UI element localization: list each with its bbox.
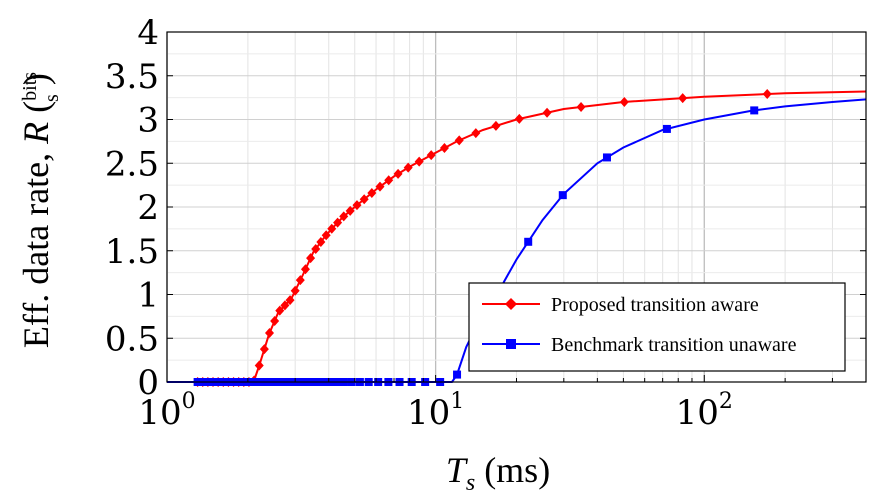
x-tick-label: 102 xyxy=(676,389,733,433)
data-point xyxy=(275,305,285,316)
data-point xyxy=(327,223,337,234)
x-tick-label: 101 xyxy=(407,389,464,433)
x-axis-title: Ts (ms) xyxy=(446,450,550,496)
data-point xyxy=(558,191,567,200)
data-point xyxy=(384,175,394,186)
series-proposed xyxy=(167,89,867,387)
data-point xyxy=(576,101,586,112)
y-tick-label: 0.5 xyxy=(105,319,159,359)
data-point xyxy=(300,264,310,275)
data-point xyxy=(678,93,688,104)
data-point xyxy=(491,120,501,131)
data-point xyxy=(333,217,343,228)
y-tick-label: 0 xyxy=(137,363,159,403)
data-point xyxy=(542,107,552,118)
data-point xyxy=(662,124,671,133)
data-point xyxy=(259,344,269,355)
data-point xyxy=(471,128,481,139)
legend-label-benchmark: Benchmark transition unaware xyxy=(551,334,797,356)
data-point xyxy=(359,194,369,205)
data-point xyxy=(393,168,403,179)
svg-text:Ts (ms): Ts (ms) xyxy=(446,450,550,496)
svg-text:Eff. data rate, R (bitss ): Eff. data rate, R (bitss ) xyxy=(16,72,63,348)
data-point xyxy=(762,89,772,100)
data-point xyxy=(619,96,629,107)
data-point xyxy=(265,328,275,339)
data-point xyxy=(316,236,326,247)
data-point xyxy=(311,243,321,254)
legend-diamond-marker xyxy=(505,298,517,310)
data-point xyxy=(375,181,385,192)
y-tick-label: 3 xyxy=(137,101,159,141)
y-tick-label: 1.5 xyxy=(105,232,159,272)
data-point xyxy=(524,237,533,246)
data-point xyxy=(290,285,300,296)
legend-label-proposed: Proposed transition aware xyxy=(551,294,759,316)
y-tick-label: 2 xyxy=(137,188,159,228)
data-point xyxy=(367,187,377,198)
x-tick-label: 100 xyxy=(138,389,195,433)
data-point xyxy=(321,230,331,241)
legend-item-benchmark: Benchmark transition unaware xyxy=(482,334,797,356)
data-point xyxy=(285,295,295,306)
data-point xyxy=(295,275,305,286)
y-tick-label: 3.5 xyxy=(105,57,159,97)
legend-square-marker xyxy=(506,339,516,349)
data-point xyxy=(454,135,464,146)
data-point xyxy=(453,370,462,379)
data-point xyxy=(403,162,413,173)
data-point xyxy=(339,211,349,222)
data-point xyxy=(270,315,280,326)
data-point xyxy=(426,150,436,161)
legend: Proposed transition aware Benchmark tran… xyxy=(468,282,846,372)
legend-item-proposed: Proposed transition aware xyxy=(482,294,759,316)
legend-box xyxy=(468,282,846,372)
data-point xyxy=(352,200,362,211)
data-point xyxy=(439,143,449,154)
ticks: 00.511.522.533.54 100 101 102 xyxy=(105,13,867,433)
data-point xyxy=(280,300,290,311)
y-tick-label: 4 xyxy=(137,13,159,53)
data-point xyxy=(306,253,316,264)
y-tick-label: 2.5 xyxy=(105,144,159,184)
data-point xyxy=(254,360,264,371)
data-point xyxy=(514,113,524,124)
data-point xyxy=(750,106,759,115)
y-axis-title: Eff. data rate, R (bitss ) xyxy=(16,72,63,348)
data-point xyxy=(602,153,611,162)
data-point xyxy=(414,156,424,167)
y-tick-label: 1 xyxy=(137,276,159,316)
data-point xyxy=(345,205,355,216)
